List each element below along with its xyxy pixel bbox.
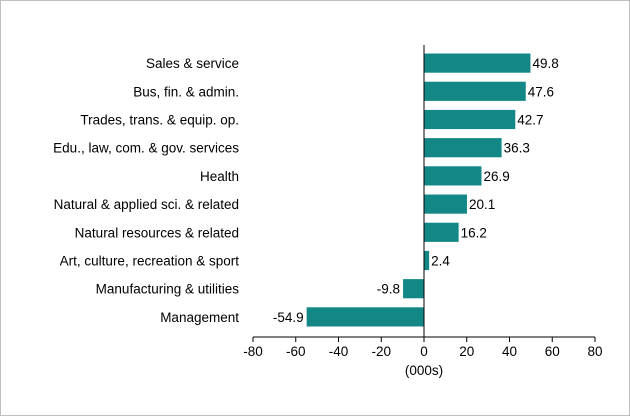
data-label: 47.6 bbox=[528, 84, 554, 99]
bar bbox=[424, 194, 467, 214]
bar bbox=[424, 109, 516, 130]
x-tick-label: 0 bbox=[420, 344, 428, 359]
data-label: 2.4 bbox=[431, 254, 450, 269]
bar bbox=[424, 166, 482, 186]
data-label: 16.2 bbox=[461, 225, 487, 240]
category-label: Manufacturing & utilities bbox=[96, 282, 240, 297]
x-tick-label: -20 bbox=[371, 344, 391, 359]
data-label: 20.1 bbox=[469, 197, 495, 212]
category-label: Natural & applied sci. & related bbox=[54, 197, 239, 212]
bar bbox=[403, 279, 424, 299]
x-tick-label: 20 bbox=[459, 344, 474, 359]
value-labels: 49.8 47.6 42.7 36.3 26.9 20.1 16.2 2.4 -9.8 -54.9 bbox=[273, 56, 559, 325]
data-label: 36.3 bbox=[504, 141, 530, 156]
category-label: Management bbox=[160, 310, 239, 325]
x-tick-label: 40 bbox=[502, 344, 517, 359]
bars-group bbox=[306, 53, 531, 327]
bar bbox=[424, 53, 531, 73]
category-label: Edu., law, com. & gov. services bbox=[53, 141, 239, 156]
x-tick-label: 60 bbox=[545, 344, 560, 359]
data-label: 49.8 bbox=[532, 56, 558, 71]
data-label: 42.7 bbox=[517, 113, 543, 128]
bar bbox=[424, 138, 502, 158]
category-label: Health bbox=[200, 169, 239, 184]
data-label: 26.9 bbox=[483, 169, 509, 184]
category-label: Sales & service bbox=[146, 56, 239, 71]
x-axis: -80 -60 -40 -20 0 20 40 60 80 bbox=[243, 45, 603, 359]
bar bbox=[306, 307, 424, 327]
category-labels: Sales & service Bus, fin. & admin. Trades,… bbox=[53, 56, 239, 325]
x-tick-label: -40 bbox=[329, 344, 349, 359]
data-label: -9.8 bbox=[377, 282, 400, 297]
x-tick-label: 80 bbox=[587, 344, 602, 359]
category-label: Bus, fin. & admin. bbox=[133, 84, 239, 99]
data-label: -54.9 bbox=[273, 310, 304, 325]
category-label: Trades, trans. & equip. op. bbox=[80, 113, 239, 128]
bar bbox=[424, 222, 459, 242]
x-tick-label: -60 bbox=[286, 344, 306, 359]
bar bbox=[424, 250, 430, 271]
x-axis-title: (000s) bbox=[405, 363, 443, 378]
category-label: Natural resources & related bbox=[75, 225, 239, 240]
category-label: Art, culture, recreation & sport bbox=[60, 254, 240, 269]
bar bbox=[424, 81, 526, 101]
x-tick-label: -80 bbox=[243, 344, 263, 359]
